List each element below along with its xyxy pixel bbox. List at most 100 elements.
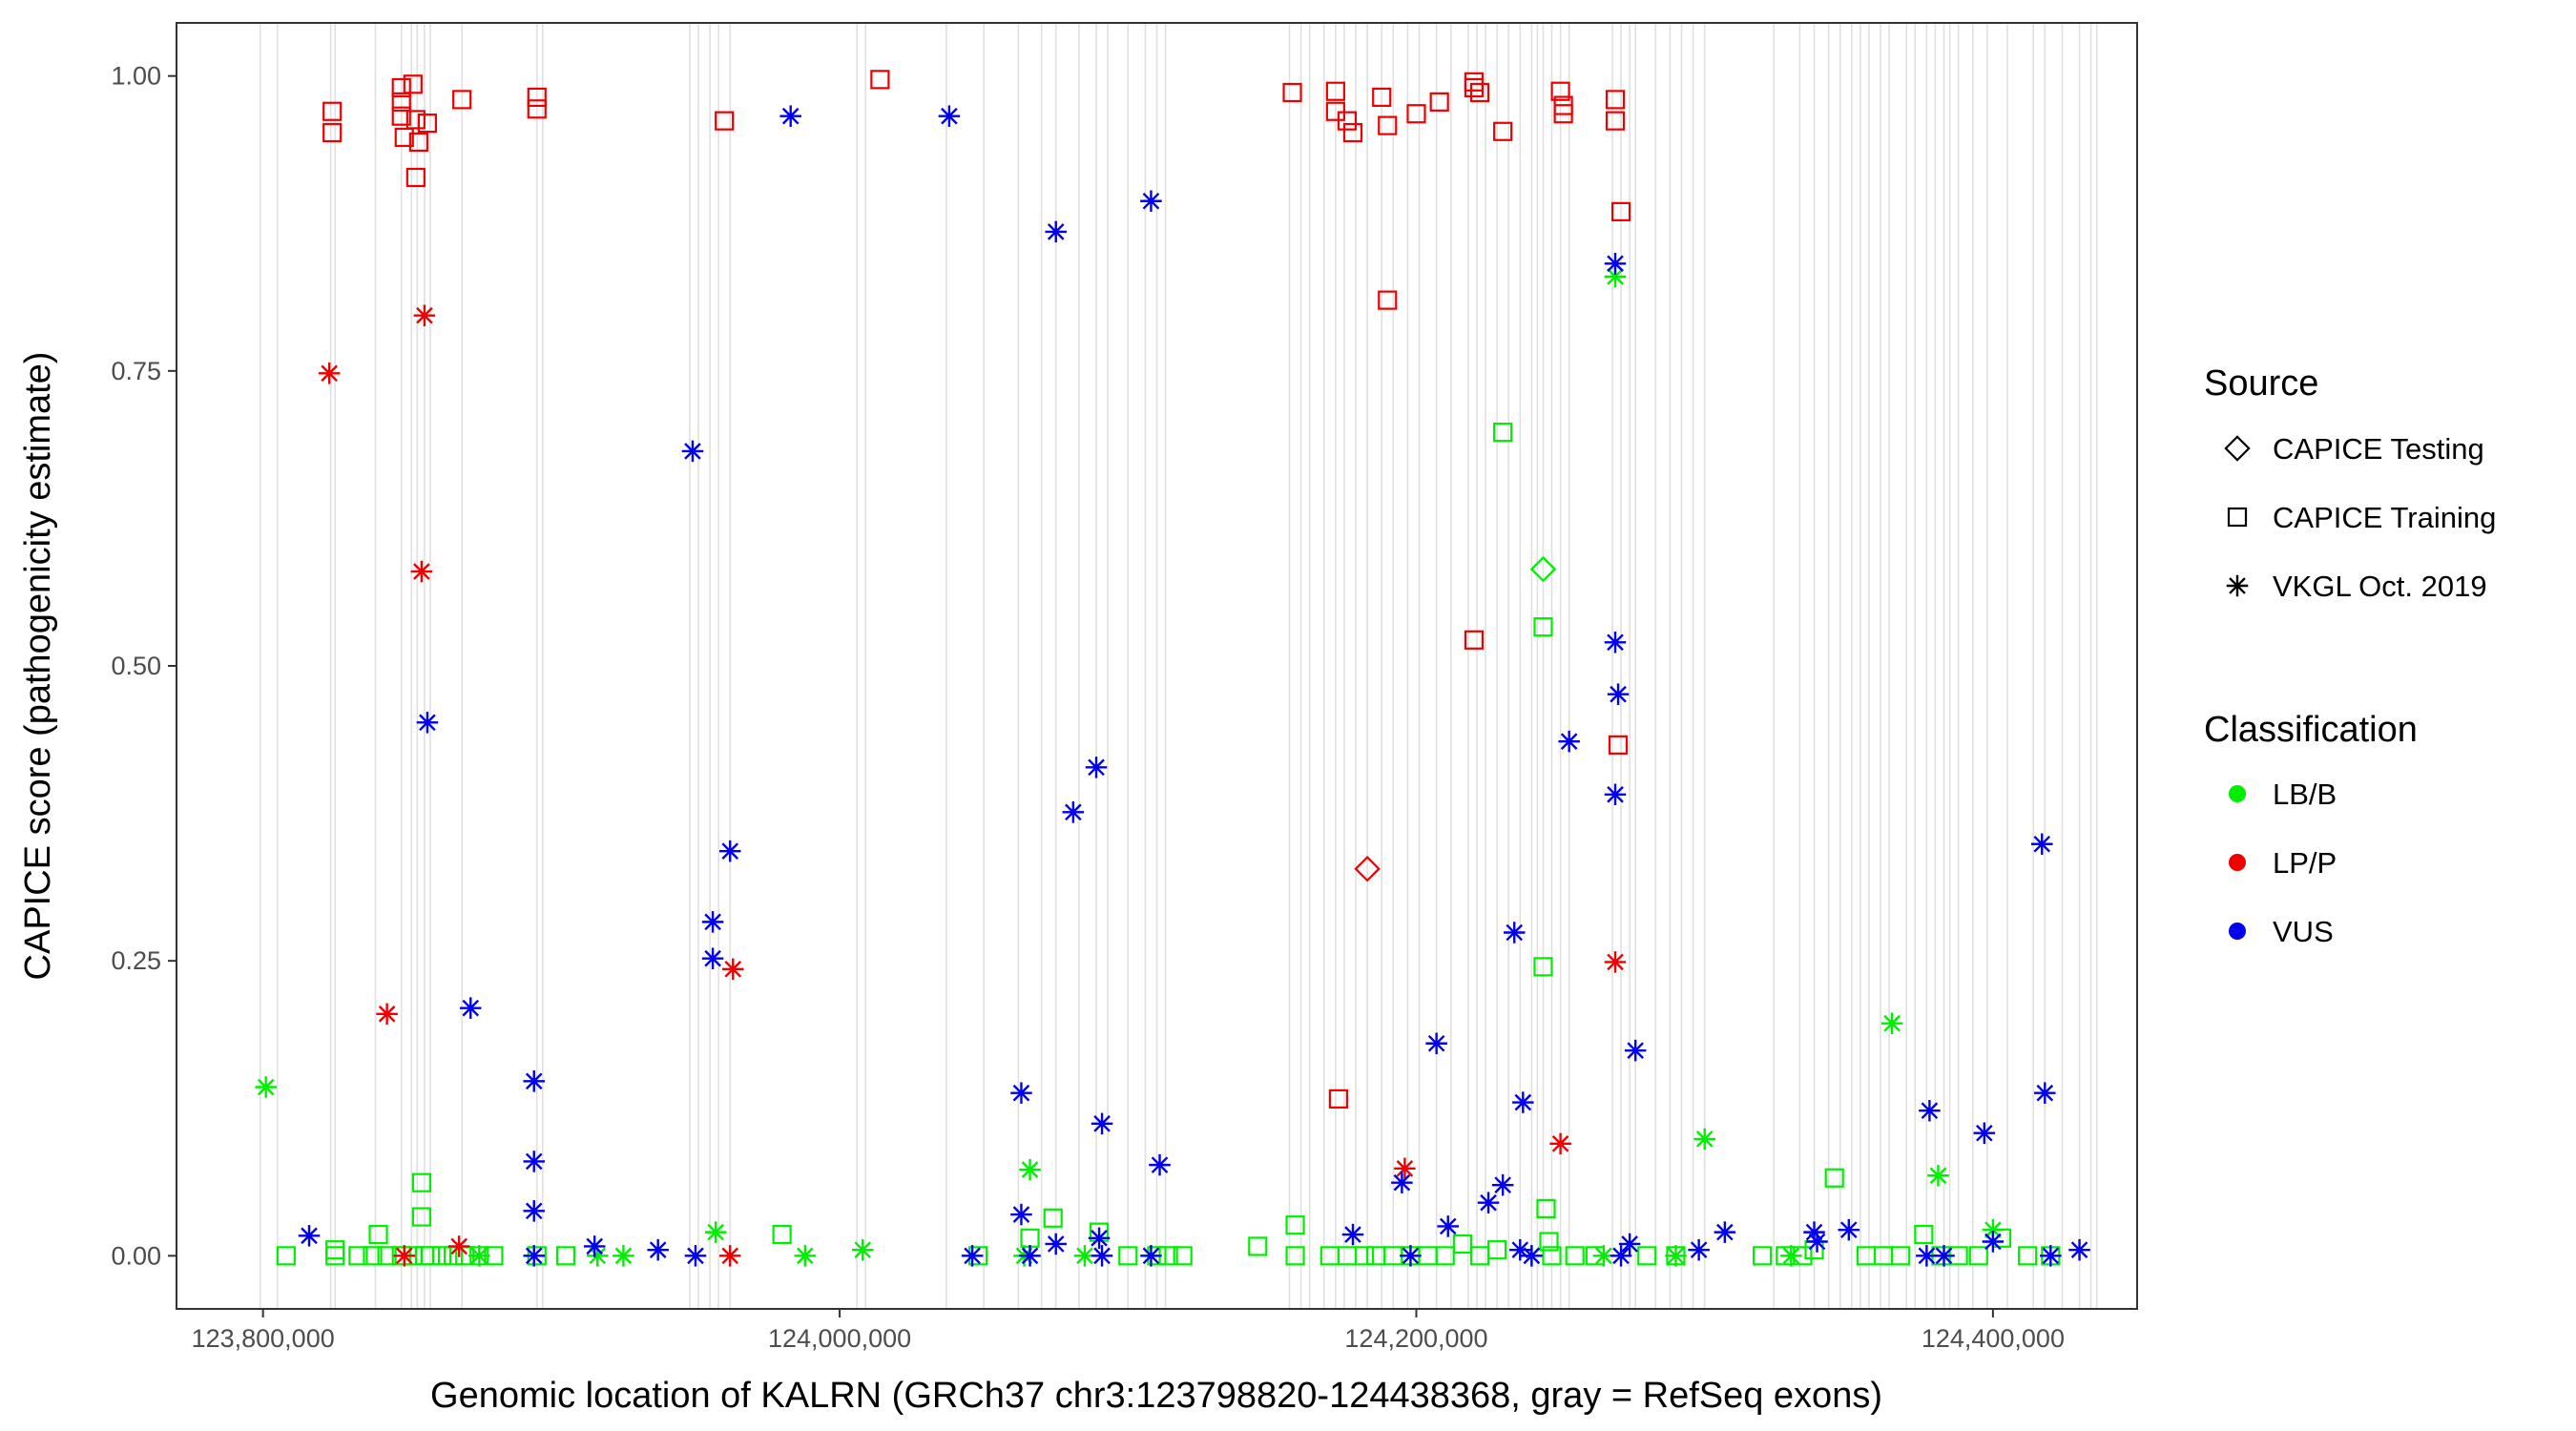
data-point	[393, 1245, 415, 1267]
data-point	[1045, 1233, 1067, 1255]
data-point	[1406, 104, 1426, 124]
data-point	[1927, 1165, 1949, 1187]
data-point	[794, 1245, 817, 1267]
data-point	[1824, 1168, 1844, 1188]
data-point	[1565, 1246, 1585, 1266]
data-point	[1592, 1245, 1615, 1267]
data-point	[405, 110, 426, 130]
data-point	[1010, 1082, 1032, 1104]
data-point	[1838, 1218, 1860, 1241]
x-tick-label: 124,400,000	[1922, 1324, 2065, 1353]
data-point	[322, 122, 343, 143]
data-point	[1091, 1112, 1113, 1135]
data-point	[452, 90, 472, 110]
data-point	[376, 1003, 398, 1026]
data-point	[1637, 1246, 1657, 1266]
data-point	[1533, 617, 1553, 637]
data-point	[1914, 1224, 1934, 1245]
data-point	[1337, 111, 1358, 131]
legend: Source CAPICE Testing CAPICE Training VKGL …	[2204, 363, 2496, 948]
data-point	[1891, 1246, 1911, 1266]
legend-classification-title: Classification	[2204, 710, 2418, 750]
data-point	[722, 958, 744, 981]
data-point	[1248, 1236, 1268, 1256]
data-point	[411, 1207, 431, 1227]
data-point	[1536, 1198, 1556, 1218]
data-point	[431, 1246, 452, 1266]
data-point	[298, 1225, 321, 1247]
data-point	[1968, 1246, 1988, 1266]
data-point	[779, 105, 801, 127]
data-point	[1624, 1039, 1647, 1062]
series-capice-training-lp-p	[322, 70, 1631, 1109]
exon-lines	[259, 24, 2098, 1308]
data-point	[1509, 1238, 1531, 1261]
data-point	[1610, 1245, 1632, 1267]
data-point	[583, 1235, 606, 1257]
data-point	[870, 70, 890, 90]
data-point	[1282, 82, 1302, 103]
series-vkgl-oct-2019-lp-p	[318, 304, 1627, 1267]
data-point	[2034, 1082, 2056, 1104]
data-point	[1425, 1032, 1447, 1054]
data-point	[1487, 1240, 1507, 1260]
legend-key-asterisk	[2226, 574, 2249, 597]
data-point	[1714, 1221, 1736, 1243]
data-point	[613, 1245, 634, 1267]
data-point	[420, 1246, 441, 1266]
legend-source-title: Source	[2204, 363, 2318, 404]
data-point	[1354, 856, 1381, 882]
data-point	[1604, 783, 1627, 806]
legend-key-square	[2227, 507, 2248, 528]
data-point	[527, 99, 547, 119]
data-point	[1435, 1246, 1455, 1266]
data-point	[1491, 1173, 1514, 1196]
data-point	[1325, 81, 1345, 101]
data-point	[1605, 90, 1626, 110]
data-point	[1693, 1128, 1715, 1151]
data-point	[527, 87, 547, 108]
data-point	[772, 1224, 792, 1245]
data-point	[408, 132, 428, 153]
data-point	[1607, 683, 1630, 705]
data-point	[1391, 1172, 1413, 1193]
data-point	[586, 1245, 609, 1267]
data-point	[325, 1240, 345, 1260]
data-point	[1010, 1203, 1032, 1226]
legend-label: LP/P	[2273, 846, 2337, 880]
legend-label: VUS	[2273, 915, 2334, 948]
data-point	[1533, 957, 1553, 977]
data-point	[684, 1245, 707, 1267]
data-point	[1149, 1153, 1171, 1176]
data-point	[2031, 833, 2053, 855]
data-point	[1665, 1245, 1687, 1267]
data-point	[368, 1224, 388, 1245]
data-point	[363, 1246, 383, 1266]
data-point	[701, 911, 724, 933]
data-point	[1464, 630, 1485, 650]
data-point	[1982, 1231, 2005, 1253]
data-point	[405, 167, 426, 188]
legend-label: CAPICE Training	[2273, 501, 2496, 534]
data-point	[1933, 1245, 1955, 1267]
data-point	[1140, 1245, 1162, 1267]
data-point	[348, 1246, 368, 1266]
x-tick-label: 123,800,000	[192, 1324, 335, 1353]
data-point	[1503, 922, 1526, 944]
data-point	[410, 560, 433, 583]
data-point	[1529, 555, 1557, 583]
data-point	[403, 74, 423, 94]
data-point	[1916, 1245, 1938, 1267]
data-point	[391, 77, 411, 98]
data-point	[1437, 1215, 1459, 1237]
data-point	[1118, 1246, 1138, 1266]
data-point	[1394, 1157, 1416, 1180]
data-point	[1091, 1245, 1113, 1267]
y-tick-label: 0.00	[111, 1241, 161, 1270]
data-point	[447, 1235, 470, 1257]
data-point	[718, 1245, 741, 1267]
data-point	[276, 1246, 296, 1266]
data-point	[2068, 1238, 2090, 1261]
